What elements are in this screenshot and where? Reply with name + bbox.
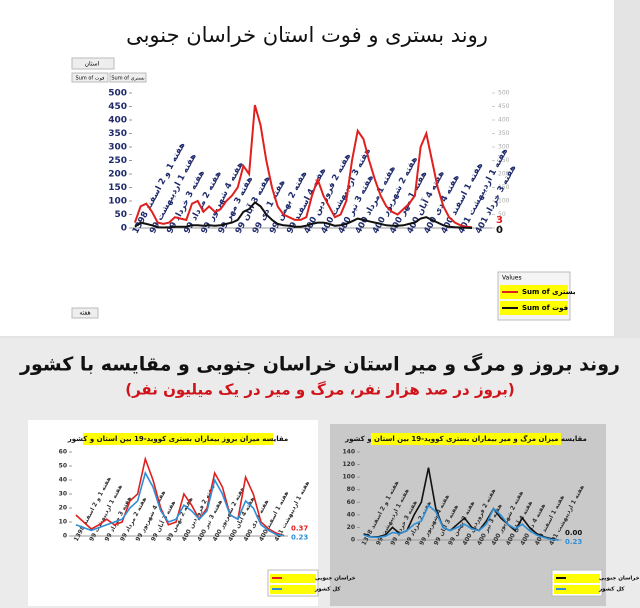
y-tick-label: 300 (108, 143, 127, 153)
filter-button (71, 57, 115, 70)
series-line (363, 504, 559, 541)
y2-tick-label: 500 (498, 90, 510, 97)
legend-row (270, 574, 316, 583)
section-title: روند بروز و مرگ و میر استان خراسان جنوبی… (19, 353, 620, 376)
y-tick-label: 450 (108, 102, 127, 112)
y-tick-label: 350 (108, 129, 127, 139)
y2-tick-label: 350 (498, 130, 510, 137)
y-tick-label: 80 (347, 486, 355, 493)
y-tick-label: 60 (347, 499, 355, 506)
y-tick-label: 40 (59, 477, 67, 484)
legend-row (270, 585, 316, 594)
series-line (134, 200, 473, 229)
y2-tick-label: 150 (498, 184, 510, 191)
y-tick-label: 30 (59, 491, 67, 498)
legend-label: Sum of فوت (522, 304, 568, 312)
end-label: 0.23 (291, 534, 308, 542)
y2-tick-label: 200 (498, 171, 510, 178)
y2-tick-label: 300 (498, 144, 510, 151)
y-tick-label: 0 (351, 537, 355, 544)
legend-label: Sum of بستری (522, 288, 576, 296)
y-tick-label: 120 (342, 461, 355, 468)
y-tick-label: 500 (108, 89, 127, 99)
y-tick-label: 100 (342, 474, 355, 481)
field-label: Sum of بستری (111, 76, 144, 82)
series-line (75, 456, 285, 537)
y-tick-label: 140 (342, 449, 355, 456)
filter-label: استان (85, 61, 100, 68)
series-line (363, 467, 559, 541)
end-label: 0.23 (565, 538, 582, 546)
y-tick-label: 250 (108, 156, 127, 166)
y2-tick-label: 0 (498, 225, 502, 232)
legend-row (554, 574, 600, 583)
y2-tick-label: 400 (498, 117, 510, 124)
title-box (83, 433, 273, 445)
y-tick-label: 150 (108, 183, 127, 193)
y-tick-label: 100 (108, 197, 127, 207)
y-tick-label: 400 (108, 116, 127, 126)
legend-row (500, 301, 568, 315)
y2-tick-label: 50 (498, 211, 506, 218)
axis-field-label: هفته (79, 310, 90, 317)
end-label: 0 (496, 225, 503, 236)
y-tick-label: 40 (347, 511, 355, 518)
y-tick-label: 20 (59, 505, 67, 512)
chart-title: مقایسه میزان بروز بیماران بستری کووید-19… (67, 435, 288, 443)
y-tick-label: 60 (59, 449, 67, 456)
field-button (71, 72, 109, 83)
field-label: Sum of فوت (76, 76, 106, 82)
legend-label: خراسان جنوبی (315, 576, 356, 582)
y-tick-label: 50 (59, 463, 67, 470)
legend-row (500, 285, 568, 299)
y-tick-label: 10 (59, 519, 67, 526)
legend-title: Values (502, 275, 522, 282)
y-tick-label: 0 (63, 533, 67, 540)
y-tick-label: 0 (121, 224, 127, 234)
legend-row (554, 585, 600, 594)
series-line (133, 104, 473, 229)
y-tick-label: 200 (108, 170, 127, 180)
end-label: 3 (496, 215, 503, 226)
y-tick-label: 20 (347, 524, 355, 531)
axis-field-button (71, 307, 99, 319)
chart-title: روند بستری و فوت استان خراسان جنوبی (126, 23, 488, 47)
series-line (75, 470, 285, 537)
legend-label: کل کشور (598, 586, 625, 593)
y2-tick-label: 450 (498, 103, 510, 110)
legend-label: کل کشور (314, 586, 341, 593)
title-box (371, 433, 561, 445)
y2-tick-label: 250 (498, 157, 510, 164)
end-label: 0.37 (291, 524, 308, 532)
legend-label: خراسان جنوبی (599, 576, 640, 582)
end-label: 0.00 (565, 529, 582, 537)
chart-title: مقایسه میزان مرگ و میر بیماران بستری کوو… (344, 434, 587, 443)
field-button (109, 72, 147, 83)
y-tick-label: 50 (114, 210, 127, 220)
y2-tick-label: 100 (498, 198, 510, 205)
section-subtitle: (بروز در صد هزار نفر، مرگ و میر در یک می… (125, 381, 515, 399)
